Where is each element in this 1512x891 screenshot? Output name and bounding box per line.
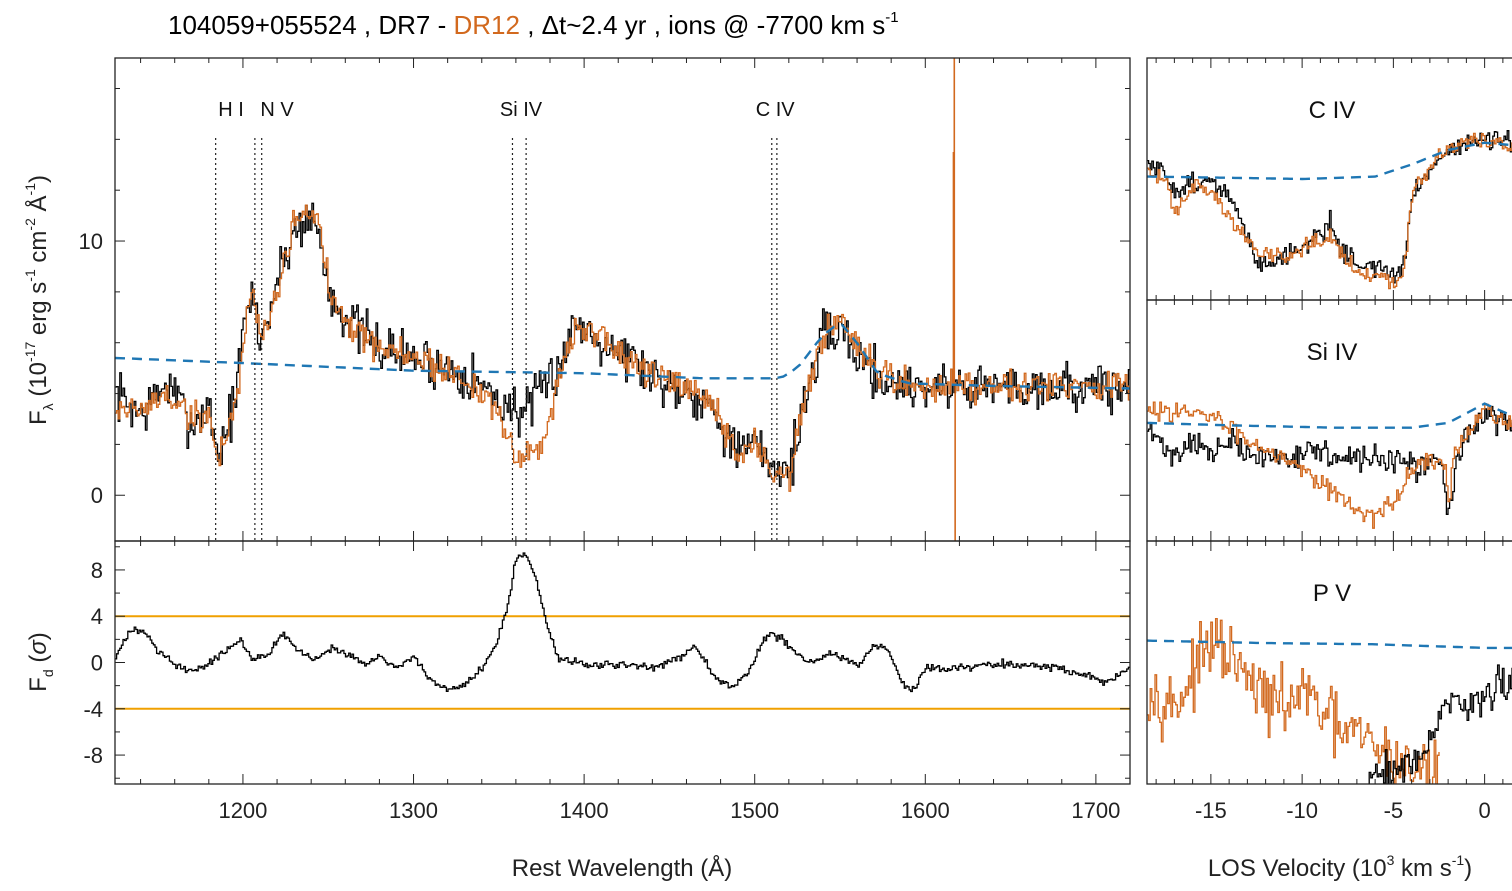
spectrum-y-axis-label: Fλ (10-17 erg s-1 cm-2 Å-1) — [22, 175, 56, 425]
ion-label-0: H I — [218, 99, 244, 121]
y-tick-label: 4 — [91, 604, 103, 629]
spectrum-frame — [114, 57, 1131, 542]
y-tick-label: -8 — [83, 743, 103, 768]
x-tick-label: -5 — [1384, 798, 1404, 823]
title-dash: - — [430, 10, 453, 40]
series-dr12-line — [1147, 401, 1512, 529]
series-dr7-line — [1147, 405, 1512, 515]
x-tick-label: 1300 — [389, 798, 438, 823]
x-tick-label: 1700 — [1071, 798, 1120, 823]
y-tick-label: 0 — [91, 651, 103, 676]
spectrum-panel: H I N V Si IV C IV 0 10 Fλ (10-17 erg s-1 cm… — [22, 57, 1131, 542]
x-tick-label: 1500 — [730, 798, 779, 823]
civ-velocity-panel: C IV — [1146, 57, 1512, 301]
x-tick-label: 1200 — [218, 798, 267, 823]
x-tick-label: -10 — [1286, 798, 1318, 823]
y-tick-label: 0 — [91, 483, 103, 508]
difference-panel: 1200 1300 1400 1500 1600 1700 8 4 0 -4 -8 Fd (σ) R… — [25, 540, 1131, 882]
ion-annotation-group: H I N V Si IV C IV — [215, 99, 796, 541]
title-epoch-dr12: DR12 — [454, 10, 520, 40]
title-separator: , — [520, 10, 542, 40]
series-continuum-line — [1147, 639, 1512, 650]
siiv-series-group — [1147, 401, 1512, 529]
ion-label-1: N V — [260, 99, 294, 121]
siiv-velocity-panel: Si IV — [1146, 299, 1512, 542]
title-ion-velocity: ions @ -7700 km s — [668, 10, 885, 40]
y-tick-label: 8 — [91, 558, 103, 583]
civ-frame — [1146, 57, 1512, 301]
x-tick-label: 0 — [1479, 798, 1491, 823]
pv-panel-label: P V — [1313, 580, 1351, 607]
series-dr7-line — [1368, 664, 1512, 784]
series-continuum-line — [1147, 402, 1512, 429]
x-tick-label: 1400 — [560, 798, 609, 823]
difference-series-group — [115, 552, 1130, 710]
title-ion-velocity-exponent: -1 — [885, 9, 898, 26]
x-tick-label: -15 — [1195, 798, 1227, 823]
chart-title: 104059+055524 , DR7 - DR12 , Δt~2.4 yr ,… — [168, 9, 899, 40]
y-tick-label: -4 — [83, 697, 103, 722]
ion-label-3: C IV — [756, 99, 796, 121]
series-dr12-line — [1147, 617, 1440, 784]
ion-label-2: Si IV — [500, 99, 543, 121]
x-tick-label: 1600 — [901, 798, 950, 823]
difference-y-axis-label: Fd (σ) — [25, 632, 56, 692]
series-dr12-line — [1147, 132, 1512, 290]
siiv-ticks — [1155, 300, 1504, 541]
velocity-x-axis-label: LOS Velocity (103 km s-1) — [1208, 852, 1472, 882]
civ-ticks — [1155, 58, 1504, 300]
series-f_d-line — [115, 552, 1130, 693]
title-object: 104059+055524 — [168, 10, 357, 40]
y-tick-label: 10 — [79, 229, 103, 254]
difference-ticks: 1200 1300 1400 1500 1600 1700 8 4 0 -4 -8 — [83, 541, 1131, 823]
spectrum-ticks: 0 10 — [79, 58, 1131, 541]
civ-panel-label: C IV — [1309, 97, 1356, 124]
spectrum-series-group — [115, 58, 1130, 541]
pv-frame — [1146, 540, 1512, 785]
siiv-frame — [1146, 299, 1512, 542]
title-separator: , — [357, 10, 379, 40]
pv-ticks: -15 -10 -5 0 — [1155, 541, 1504, 823]
civ-series-group — [1147, 130, 1512, 290]
pv-velocity-panel: -15 -10 -5 0 P V LOS Velocity (103 km s-1) — [1146, 540, 1512, 882]
series-continuum-line — [115, 323, 1130, 390]
x-axis-label: Rest Wavelength (Å) — [512, 854, 733, 882]
series-continuum-line — [1147, 141, 1512, 181]
series-dr12-line — [115, 204, 1130, 492]
title-separator: , — [646, 10, 668, 40]
pv-series-group — [1147, 617, 1512, 784]
title-epoch-dr7: DR7 — [378, 10, 430, 40]
series-dr7-line — [1147, 130, 1512, 284]
siiv-panel-label: Si IV — [1307, 339, 1358, 366]
title-delta-t: Δt~2.4 yr — [542, 10, 647, 40]
